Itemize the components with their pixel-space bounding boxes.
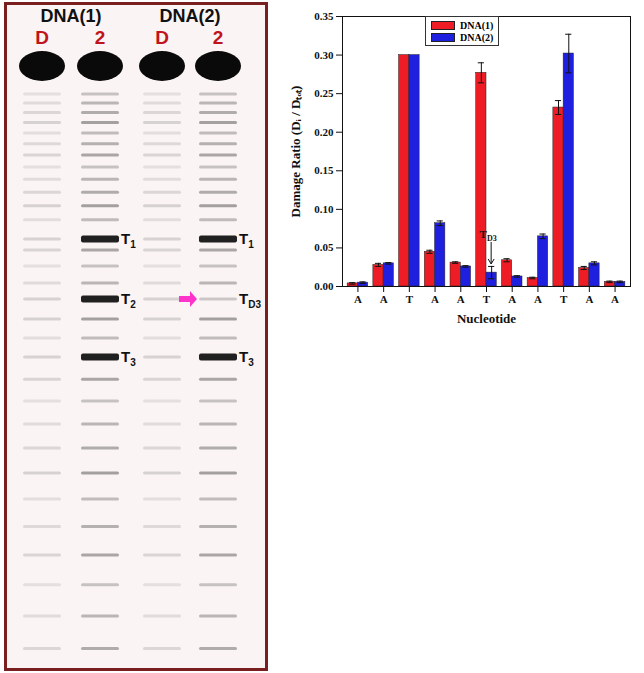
svg-text:0.15: 0.15	[314, 164, 334, 176]
svg-text:T3: T3	[121, 348, 136, 368]
html-text:DNA(2): DNA(2)	[460, 31, 494, 43]
svg-text:0.35: 0.35	[314, 10, 334, 22]
svg-text:D: D	[35, 27, 49, 48]
svg-text:T: T	[560, 293, 568, 305]
svg-text:0.30: 0.30	[314, 49, 334, 61]
svg-text:2: 2	[95, 27, 106, 48]
svg-text:A: A	[611, 293, 619, 305]
svg-text:T1: T1	[239, 230, 254, 250]
svg-text:0.25: 0.25	[314, 87, 334, 99]
svg-text:A: A	[508, 293, 516, 305]
html-text:DNA(1): DNA(1)	[460, 19, 494, 31]
svg-text:0.10: 0.10	[314, 203, 334, 215]
svg-text:T: T	[483, 293, 491, 305]
svg-text:0.05: 0.05	[314, 241, 334, 253]
svg-text:2: 2	[213, 27, 224, 48]
svg-text:Nucleotide: Nucleotide	[457, 311, 516, 326]
svg-text:DNA(1): DNA(1)	[41, 6, 102, 26]
svg-text:T: T	[406, 293, 414, 305]
svg-text:T1: T1	[121, 230, 136, 250]
svg-text:A: A	[431, 293, 439, 305]
svg-text:0.00: 0.00	[314, 280, 334, 292]
svg-text:TD3: TD3	[239, 290, 261, 310]
svg-text:A: A	[534, 293, 542, 305]
svg-text:D: D	[155, 27, 169, 48]
svg-text:DNA(2): DNA(2)	[160, 6, 221, 26]
svg-text:A: A	[354, 293, 362, 305]
svg-text:0.20: 0.20	[314, 126, 334, 138]
svg-text:Damage Ratio (Dᵢ / Dₜₒₜ): Damage Ratio (Dᵢ / Dₜₒₜ)	[288, 86, 303, 218]
svg-text:A: A	[585, 293, 593, 305]
svg-text:T2: T2	[121, 290, 136, 310]
svg-text:TD3: TD3	[480, 228, 497, 243]
svg-text:A: A	[457, 293, 465, 305]
svg-text:A: A	[380, 293, 388, 305]
svg-text:T3: T3	[239, 348, 254, 368]
